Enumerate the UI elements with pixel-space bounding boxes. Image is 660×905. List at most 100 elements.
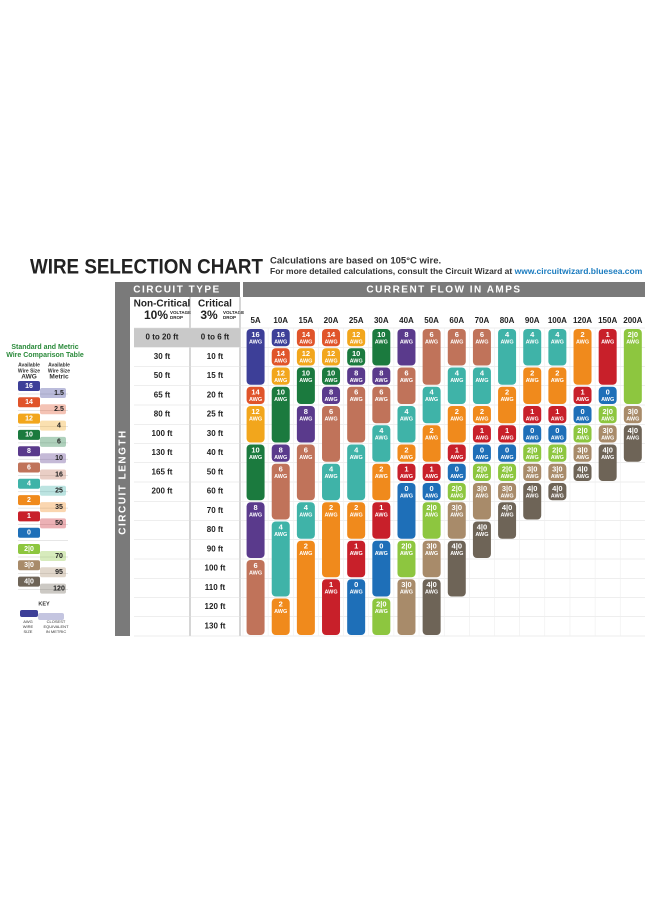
awg-swatch <box>18 478 40 489</box>
wire-size: 4|0 <box>426 580 436 589</box>
wire-unit: AWG <box>551 378 564 384</box>
wire-size: 6 <box>430 330 434 339</box>
wire-pill <box>246 329 265 385</box>
wire-size: 2|0 <box>426 503 436 512</box>
wire-unit: AWG <box>400 590 413 596</box>
metric-label: 95 <box>55 569 63 576</box>
wire-pill <box>372 425 391 462</box>
wire-unit: AWG <box>501 493 514 499</box>
wire-pill <box>322 348 341 366</box>
wire-size: 10 <box>277 388 285 397</box>
wire-unit: AWG <box>324 378 337 384</box>
wire-size: 2|0 <box>502 465 512 474</box>
wire-pill <box>422 540 441 578</box>
wire-size: 2 <box>354 503 358 512</box>
length-label: 130 ft <box>205 621 226 630</box>
wire-pill <box>246 444 265 501</box>
wire-size: 14 <box>251 388 260 397</box>
side-label: CIRCUIT LENGTH <box>118 429 129 534</box>
wire-unit: AWG <box>299 416 312 422</box>
wire-unit: AWG <box>350 513 363 519</box>
wire-size: 10 <box>251 445 259 454</box>
amp-label: 40A <box>399 316 414 325</box>
wire-pill <box>271 386 290 443</box>
wire-size: 1 <box>480 426 484 435</box>
wire-size: 8 <box>329 388 333 397</box>
wire-size: 2 <box>455 407 459 416</box>
wire-size: 3|0 <box>452 503 462 512</box>
type-name: Non-Critical <box>134 299 191 310</box>
wire-unit: AWG <box>350 551 363 557</box>
wire-pill <box>372 386 391 424</box>
wire-size: 3|0 <box>477 484 487 493</box>
wire-pill <box>523 329 542 366</box>
wire-pill <box>548 444 567 462</box>
metric-tag <box>40 388 66 398</box>
wire-unit: AWG <box>249 339 262 345</box>
wire-unit: AWG <box>626 416 639 422</box>
wire-pill <box>623 406 642 424</box>
wire-pill <box>296 329 315 347</box>
wire-pill <box>498 444 517 462</box>
wire-unit: AWG <box>475 378 488 384</box>
wire-size: 4 <box>404 407 409 416</box>
wire-unit: AWG <box>299 513 312 519</box>
awg-label: 16 <box>25 383 33 390</box>
wire-pill <box>447 540 466 597</box>
wire-size: 2 <box>430 426 434 435</box>
wire-pill <box>422 463 441 481</box>
wire-unit: AWG <box>425 339 438 345</box>
wire-pill <box>623 425 642 462</box>
wire-unit: AWG <box>400 416 413 422</box>
wire-size: 3|0 <box>401 580 411 589</box>
wire-size: 1 <box>455 445 459 454</box>
awg-label: 12 <box>25 415 33 422</box>
wire-pill <box>296 502 315 539</box>
metric-label: 120 <box>53 585 65 592</box>
wire-pill <box>548 367 567 404</box>
length-label: 30 ft <box>154 352 171 361</box>
metric-label: 10 <box>55 455 63 462</box>
wire-unit: AWG <box>526 378 539 384</box>
awg-swatch <box>18 462 40 473</box>
pills: 16AWG14AWG12AWG10AWG8AWG6AWG16AWG14AWG12… <box>246 329 642 635</box>
wire-pill <box>472 463 491 481</box>
wire-unit: AWG <box>400 339 413 345</box>
wire-unit: AWG <box>350 339 363 345</box>
wire-size: 4 <box>354 445 359 454</box>
wire-unit: AWG <box>450 551 463 557</box>
wire-unit: AWG <box>626 339 639 345</box>
wire-pill <box>548 406 567 424</box>
wire-size: 4|0 <box>477 522 487 531</box>
wire-size: 0 <box>430 484 434 493</box>
wire-size: 3|0 <box>577 445 587 454</box>
wire-size: 12 <box>352 330 360 339</box>
wire-pill <box>498 386 517 424</box>
wire-unit: AWG <box>425 590 438 596</box>
metric-tag <box>40 583 66 594</box>
wire-size: 14 <box>302 330 311 339</box>
length-label: 40 ft <box>207 448 224 457</box>
wire-unit: AWG <box>274 532 287 538</box>
wire-size: 4 <box>455 368 460 377</box>
wire-size: 6 <box>480 330 484 339</box>
awg-label: 2|0 <box>24 546 34 553</box>
key-label: KEY <box>38 601 50 607</box>
wire-unit: AWG <box>601 455 614 461</box>
wire-pill <box>523 463 542 481</box>
wire-pill <box>523 444 542 462</box>
metric-label: 16 <box>55 471 63 478</box>
metric-label: 4 <box>57 422 61 429</box>
wire-unit: AWG <box>601 416 614 422</box>
wire-unit: AWG <box>350 397 363 403</box>
wire-pill <box>322 463 341 501</box>
wire-size: 0 <box>606 388 610 397</box>
wire-unit: AWG <box>526 455 539 461</box>
wire-unit: AWG <box>324 339 337 345</box>
wire-pill <box>472 425 491 443</box>
wire-pill <box>523 483 542 520</box>
length-label: 20 ft <box>207 390 224 399</box>
wire-unit: AWG <box>249 416 262 422</box>
length-label: 200 ft <box>152 487 173 496</box>
wire-pill <box>246 386 265 404</box>
